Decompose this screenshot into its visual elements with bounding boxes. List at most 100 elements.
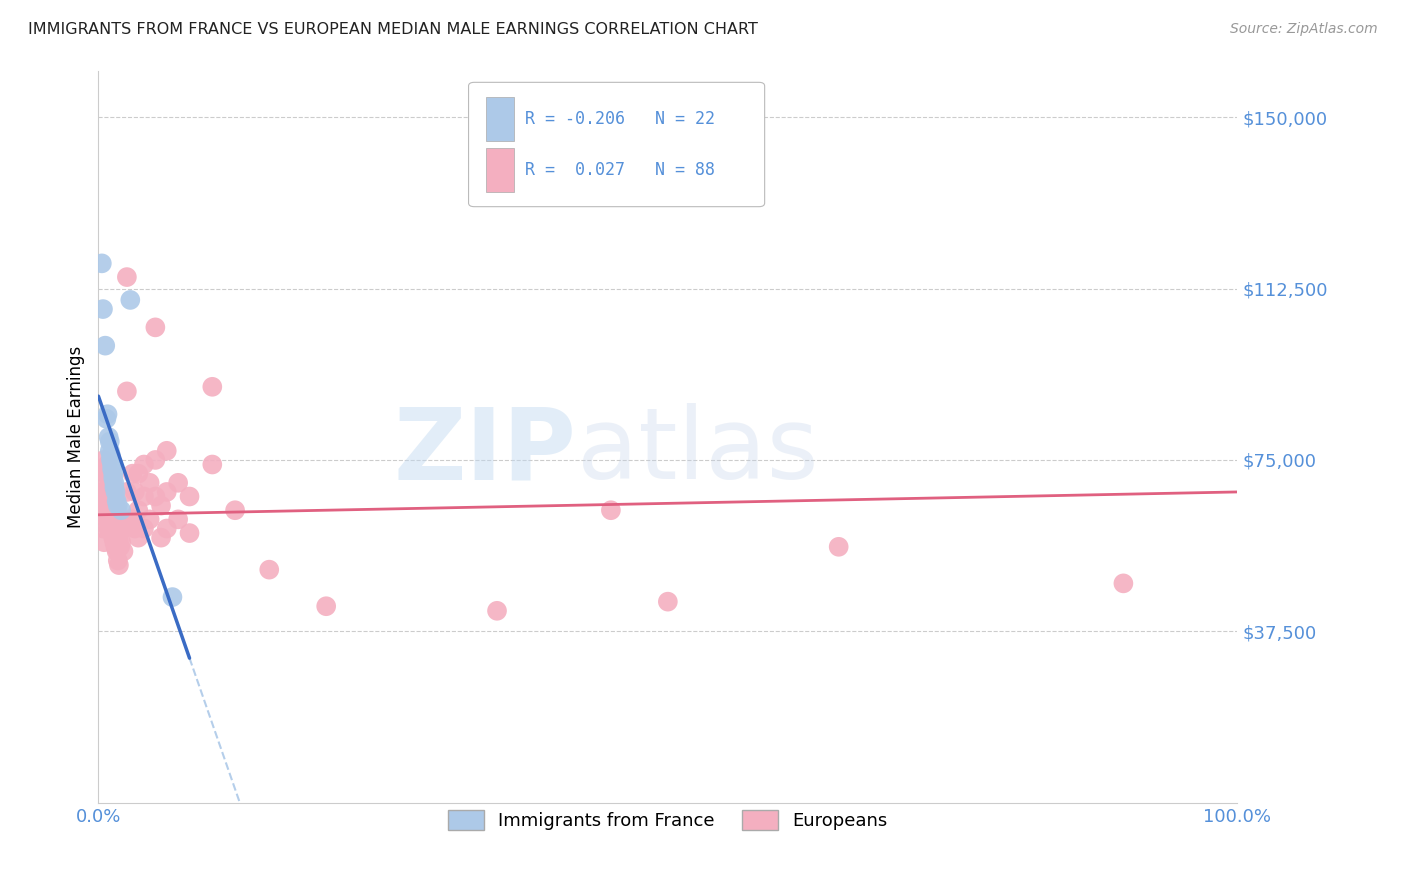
Point [97,521,120,535]
Point [91,484,114,499]
Point [132,458,155,472]
Point [90,256,112,270]
Point [115,270,138,285]
Point [127,531,149,545]
Text: R = -0.206   N = 22: R = -0.206 N = 22 [526,110,716,128]
Point [167,512,190,526]
Point [600,503,623,517]
Point [96,458,118,472]
Point [156,484,179,499]
Point [259,563,281,577]
Point [94,475,117,490]
Point [98,521,121,535]
Point [91,301,114,317]
Point [103,512,125,526]
Point [1112,576,1135,591]
Point [127,467,149,481]
Point [90,499,112,513]
Point [150,531,173,545]
Point [96,467,118,481]
Point [94,338,117,352]
Point [124,521,146,535]
Point [93,535,115,549]
FancyBboxPatch shape [485,148,515,192]
Point [98,499,121,513]
Point [110,535,132,549]
Point [108,516,131,531]
Point [105,521,128,535]
Point [94,499,117,513]
Point [108,535,131,549]
Point [132,521,155,535]
Point [98,434,121,449]
Point [107,531,129,545]
Point [100,508,122,522]
Point [224,503,246,517]
Point [98,475,121,490]
Point [91,521,114,535]
Point [110,512,132,526]
Point [97,430,120,444]
Point [162,590,184,604]
Point [201,380,224,394]
Point [96,512,118,526]
Point [145,453,167,467]
Point [201,458,224,472]
Point [96,407,118,421]
Point [179,490,201,504]
Point [104,499,127,513]
Point [145,490,167,504]
Point [105,503,128,517]
Text: atlas: atlas [576,403,818,500]
Point [117,512,139,526]
Point [486,604,509,618]
Point [127,503,149,517]
Point [156,521,179,535]
Point [105,544,128,558]
Point [96,490,118,504]
Point [657,594,679,608]
Point [104,540,127,554]
Point [108,558,131,573]
Point [167,475,190,490]
Point [107,553,129,567]
Point [97,499,120,513]
Point [103,475,125,490]
Point [156,443,179,458]
Point [100,453,122,467]
Point [104,484,127,499]
Point [115,484,138,499]
Point [93,508,115,522]
Point [105,494,128,508]
Text: Source: ZipAtlas.com: Source: ZipAtlas.com [1230,22,1378,37]
Point [120,293,142,307]
FancyBboxPatch shape [468,82,765,207]
Point [121,467,143,481]
Point [103,490,125,504]
Point [110,503,132,517]
Point [138,512,160,526]
Point [100,448,122,462]
Point [101,462,124,476]
Point [112,521,135,535]
Point [179,526,201,541]
Point [101,499,124,513]
Text: ZIP: ZIP [394,403,576,500]
Point [101,475,124,490]
Point [103,467,125,481]
Point [100,467,122,481]
Point [103,480,125,494]
Point [101,521,124,535]
Point [98,443,121,458]
FancyBboxPatch shape [485,97,515,141]
Point [150,499,173,513]
Point [107,499,129,513]
Point [96,411,118,425]
Point [108,521,131,535]
Text: R =  0.027   N = 88: R = 0.027 N = 88 [526,161,716,179]
Point [103,531,125,545]
Point [124,484,146,499]
Legend: Immigrants from France, Europeans: Immigrants from France, Europeans [440,803,896,838]
Point [828,540,851,554]
Point [96,508,118,522]
